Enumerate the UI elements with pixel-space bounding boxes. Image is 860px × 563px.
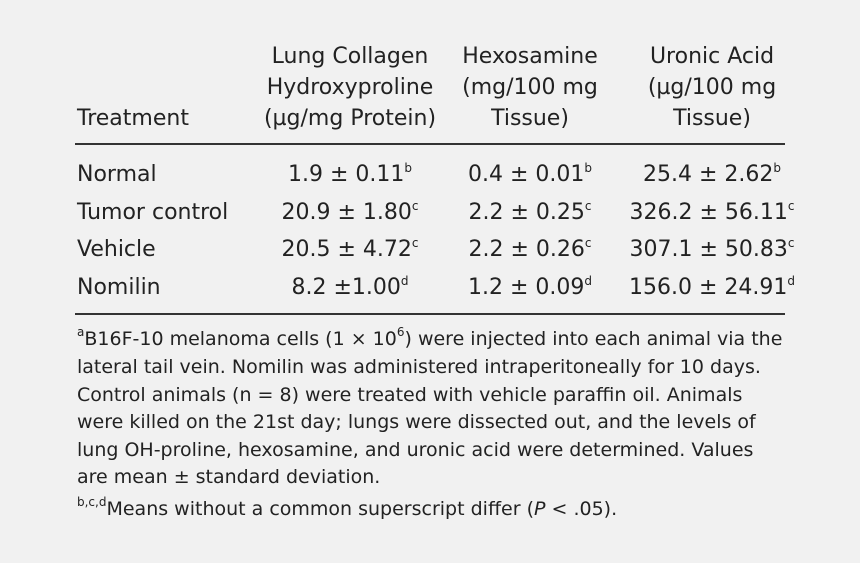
cell-superscript: c bbox=[787, 199, 795, 213]
cell: 2.2 ± 0.26c bbox=[468, 237, 591, 263]
header-cell: Hydroxyproline bbox=[266, 75, 434, 100]
cell-value: 2.2 ± 0.26 bbox=[468, 237, 585, 262]
cell: 1.9 ± 0.11b bbox=[288, 162, 412, 188]
cell-superscript: b bbox=[584, 161, 593, 175]
footnote-line: lateral tail vein. Nomilin was administe… bbox=[77, 356, 761, 378]
header-cell: Tissue) bbox=[491, 106, 569, 131]
cell-value: 307.1 ± 50.83 bbox=[629, 237, 788, 262]
cell-value: 20.9 ± 1.80 bbox=[281, 200, 412, 225]
cell-value: 20.5 ± 4.72 bbox=[281, 237, 412, 262]
footnote-italic: P bbox=[534, 498, 546, 520]
row-label: Vehicle bbox=[77, 237, 156, 262]
cell: 0.4 ± 0.01b bbox=[468, 162, 592, 188]
header-rule bbox=[75, 143, 785, 145]
bottom-rule bbox=[75, 313, 785, 315]
cell: 326.2 ± 56.11c bbox=[630, 200, 795, 226]
cell-value: 326.2 ± 56.11 bbox=[629, 200, 788, 225]
header-cell: Treatment bbox=[77, 106, 189, 131]
cell: 20.9 ± 1.80c bbox=[282, 200, 419, 226]
header-cell: (µg/100 mg bbox=[647, 75, 777, 100]
cell-value: 2.2 ± 0.25 bbox=[468, 200, 585, 225]
cell-value: 156.0 ± 24.91 bbox=[628, 275, 788, 300]
header-cell: Tissue) bbox=[673, 106, 751, 131]
footnote-line: were killed on the 21st day; lungs were … bbox=[77, 411, 756, 433]
cell-superscript: c bbox=[584, 236, 592, 250]
footnote-marker: b,c,d bbox=[77, 495, 107, 509]
cell: 2.2 ± 0.25c bbox=[468, 200, 591, 226]
header-cell: (mg/100 mg bbox=[462, 75, 598, 100]
cell-superscript: c bbox=[411, 199, 419, 213]
cell-superscript: d bbox=[787, 274, 796, 288]
cell: 1.2 ± 0.09d bbox=[468, 275, 592, 301]
cell-value: 1.9 ± 0.11 bbox=[287, 162, 405, 187]
footnote-text: B16F-10 melanoma cells (1 × 10 bbox=[84, 328, 397, 350]
cell: 20.5 ± 4.72c bbox=[282, 237, 419, 263]
cell: 156.0 ± 24.91d bbox=[629, 275, 795, 301]
footnote: aB16F-10 melanoma cells (1 × 106) were i… bbox=[77, 325, 783, 351]
footnote-line: are mean ± standard deviation. bbox=[77, 466, 381, 488]
cell-superscript: b bbox=[404, 161, 413, 175]
row-label: Nomilin bbox=[77, 275, 161, 300]
cell: 25.4 ± 2.62b bbox=[643, 162, 781, 188]
cell-value: 8.2 ±1.00 bbox=[291, 275, 401, 300]
header-cell: Hexosamine bbox=[462, 44, 598, 69]
footnote-text: < .05). bbox=[545, 498, 618, 520]
footnote-line: Control animals (n = 8) were treated wit… bbox=[77, 383, 743, 406]
cell-value: 0.4 ± 0.01 bbox=[467, 162, 585, 187]
footnote-line: lung OH-proline, hexosamine, and uronic … bbox=[77, 438, 754, 461]
row-label: Tumor control bbox=[77, 200, 229, 225]
cell: 8.2 ±1.00d bbox=[291, 275, 408, 301]
cell-superscript: c bbox=[584, 199, 592, 213]
footnote: b,c,dMeans without a common superscript … bbox=[77, 495, 618, 521]
header-cell: Lung Collagen bbox=[271, 44, 429, 69]
cell-superscript: c bbox=[411, 236, 419, 250]
cell-superscript: c bbox=[787, 236, 795, 250]
exponent: 6 bbox=[396, 325, 405, 339]
cell-value: 1.2 ± 0.09 bbox=[467, 275, 585, 300]
header-cell: (µg/mg Protein) bbox=[263, 106, 437, 131]
cell-superscript: d bbox=[400, 274, 409, 288]
footnote-text: ) were injected into each animal via the bbox=[404, 328, 783, 350]
cell-superscript: b bbox=[773, 161, 782, 175]
header-cell: Uronic Acid bbox=[649, 44, 775, 69]
cell-superscript: d bbox=[584, 274, 593, 288]
footnote-marker: a bbox=[77, 325, 85, 339]
footnote-text: Means without a common superscript diffe… bbox=[106, 498, 534, 520]
row-label: Normal bbox=[77, 162, 157, 187]
cell-value: 25.4 ± 2.62 bbox=[642, 162, 774, 187]
cell: 307.1 ± 50.83c bbox=[630, 237, 795, 263]
